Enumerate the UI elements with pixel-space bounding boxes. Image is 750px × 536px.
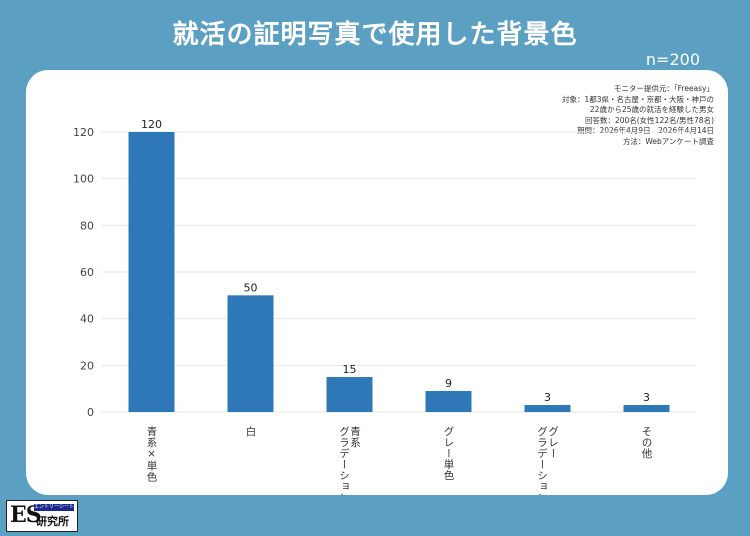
- logo-tagline-band: エントリーシート: [34, 504, 74, 511]
- y-tick-label: 120: [73, 126, 94, 139]
- data-label: 120: [141, 118, 162, 131]
- survey-note-period: 期間：2026年4月9日 2026年4月14日: [576, 126, 714, 135]
- y-tick-label: 40: [80, 313, 94, 326]
- es-lab-logo: ES エントリーシート 研究所: [6, 500, 78, 532]
- survey-notes: モニター提供元：「Freeasy」 対象：1都3県・名古屋・京都・大阪・神戸の …: [562, 84, 714, 147]
- bar: [326, 377, 373, 412]
- bar: [524, 405, 571, 412]
- chart-card: モニター提供元：「Freeasy」 対象：1都3県・名古屋・京都・大阪・神戸の …: [26, 70, 728, 495]
- bar: [623, 405, 670, 412]
- survey-note-responses: 回答数：200名(女性122名/男性78名): [584, 115, 714, 125]
- logo-name: 研究所: [36, 515, 69, 528]
- x-tick-label-line: グレー単色: [443, 426, 455, 481]
- data-label: 3: [643, 391, 650, 404]
- bar: [425, 391, 472, 412]
- x-tick-label: 青系×単色: [146, 425, 158, 482]
- y-tick-label: 80: [80, 219, 94, 232]
- data-label: 50: [244, 281, 258, 294]
- y-tick-label: 60: [80, 266, 94, 279]
- y-tick-label: 0: [87, 406, 94, 419]
- chart-title: 就活の証明写真で使用した背景色: [172, 20, 578, 50]
- x-tick-label-line: 白: [245, 425, 257, 437]
- x-tick-label-line: その他: [641, 426, 653, 459]
- x-tick-label-line: グラデーション: [338, 426, 350, 495]
- y-tick-label: 20: [80, 359, 94, 372]
- logo-tagline: エントリーシート: [34, 504, 74, 510]
- x-tick-label-line: 青系×単色: [146, 425, 158, 482]
- y-tick-label: 100: [73, 173, 94, 186]
- survey-note-age: 22歳から25歳の就活を経験した男女: [589, 105, 714, 114]
- x-tick-label-line: グラデーション: [536, 426, 548, 495]
- data-label: 3: [544, 391, 551, 404]
- sample-size: n=200: [645, 50, 700, 69]
- survey-note-method: 方法：Webアンケート調査: [622, 136, 714, 146]
- bar-chart: 020406080100120120青系×単色50白15青系グラデーション9グレ…: [73, 118, 696, 495]
- survey-note-target: 対象：1都3県・名古屋・京都・大阪・神戸の: [561, 94, 714, 104]
- x-tick-label-line: グレー: [547, 426, 559, 459]
- bar: [128, 132, 175, 412]
- survey-note-provider: モニター提供元：「Freeasy」: [613, 84, 714, 93]
- bar: [227, 295, 274, 412]
- x-tick-label-line: 青系: [349, 425, 361, 448]
- x-tick-label: グレー単色: [443, 426, 455, 481]
- data-label: 15: [343, 363, 357, 376]
- data-label: 9: [445, 377, 452, 390]
- x-tick-label: その他: [641, 426, 653, 459]
- x-tick-label: 白: [245, 425, 257, 437]
